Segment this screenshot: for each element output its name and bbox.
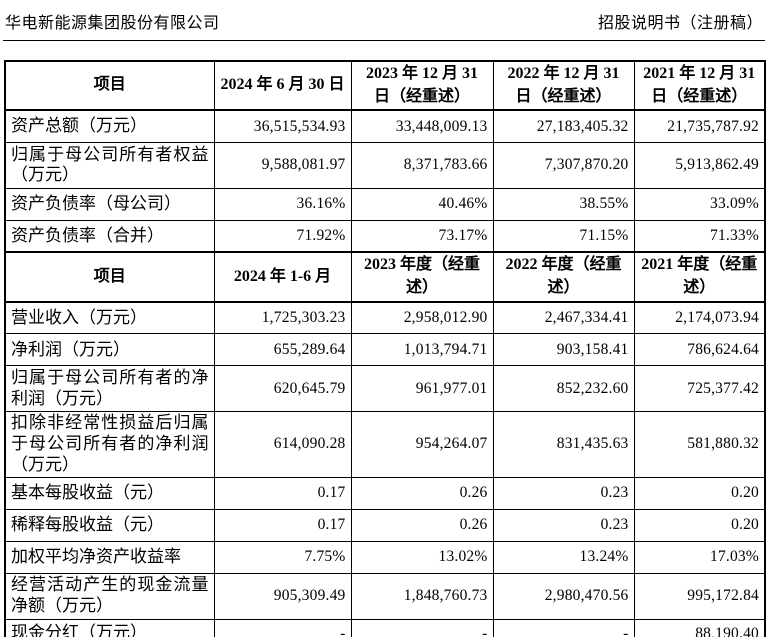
cell-value: 0.20 xyxy=(633,476,766,510)
cell-value: 36.16% xyxy=(213,187,352,221)
cell-value: 1,725,303.23 xyxy=(213,301,352,335)
cell-value: 903,158.41 xyxy=(492,333,635,367)
table-row: 资产负债率（母公司） 36.16% 40.46% 38.55% 33.09% xyxy=(4,187,766,221)
cell-value: 0.20 xyxy=(633,508,766,542)
cell-value: 71.92% xyxy=(213,219,352,253)
cell-value: 13.24% xyxy=(492,540,635,574)
cell-value: 1,013,794.71 xyxy=(350,333,494,367)
cell-value: 40.46% xyxy=(350,187,494,221)
column-header: 项目 xyxy=(4,59,215,112)
cell-value: 995,172.84 xyxy=(633,572,766,620)
cell-value: 38.55% xyxy=(492,187,635,221)
cell-value: - xyxy=(213,618,352,637)
cell-value: 17.03% xyxy=(633,540,766,574)
cell-value: 905,309.49 xyxy=(213,572,352,620)
cell-value: 9,588,081.97 xyxy=(213,141,352,189)
income-statement-header-row: 项目 2024 年 1-6 月 2023 年度（经重述） 2022 年度（经重述… xyxy=(4,251,766,303)
cell-value: 2,467,334.41 xyxy=(492,301,635,335)
table-row: 现金分红（万元） - - - 88,190.40 xyxy=(4,618,766,637)
column-header: 2023 年 12 月 31 日（经重述） xyxy=(350,59,494,112)
column-header: 2021 年度（经重述） xyxy=(633,251,766,303)
row-label: 归属于母公司所有者的净利润（万元） xyxy=(4,365,215,413)
cell-value: 2,958,012.90 xyxy=(350,301,494,335)
cell-value: 0.17 xyxy=(213,508,352,542)
row-label: 基本每股收益（元） xyxy=(4,476,215,510)
table-row: 基本每股收益（元） 0.17 0.26 0.23 0.20 xyxy=(4,476,766,510)
cell-value: 36,515,534.93 xyxy=(213,109,352,143)
row-label: 资产负债率（母公司） xyxy=(4,187,215,221)
table-row: 资产总额（万元） 36,515,534.93 33,448,009.13 27,… xyxy=(4,109,766,143)
cell-value: 852,232.60 xyxy=(492,365,635,413)
row-label: 营业收入（万元） xyxy=(4,301,215,335)
company-name: 华电新能源集团股份有限公司 xyxy=(5,15,220,32)
cell-value: - xyxy=(492,618,635,637)
cell-value: 961,977.01 xyxy=(350,365,494,413)
table-row: 稀释每股收益（元） 0.17 0.26 0.23 0.20 xyxy=(4,508,766,542)
table-row: 归属于母公司所有者的净利润（万元） 620,645.79 961,977.01 … xyxy=(4,365,766,413)
cell-value: 8,371,783.66 xyxy=(350,141,494,189)
column-header: 2023 年度（经重述） xyxy=(350,251,494,303)
cell-value: 0.26 xyxy=(350,508,494,542)
cell-value: 13.02% xyxy=(350,540,494,574)
column-header: 2021 年 12 月 31 日（经重述） xyxy=(633,59,766,112)
cell-value: 21,735,787.92 xyxy=(633,109,766,143)
cell-value: 954,264.07 xyxy=(350,411,494,478)
cell-value: 33,448,009.13 xyxy=(350,109,494,143)
cell-value: 725,377.42 xyxy=(633,365,766,413)
cell-value: 0.23 xyxy=(492,508,635,542)
column-header: 项目 xyxy=(4,251,215,303)
cell-value: 33.09% xyxy=(633,187,766,221)
table-row: 扣除非经常性损益后归属于母公司所有者的净利润（万元） 614,090.28 95… xyxy=(4,411,766,478)
column-header: 2024 年 1-6 月 xyxy=(213,251,352,303)
cell-value: 0.26 xyxy=(350,476,494,510)
cell-value: 2,174,073.94 xyxy=(633,301,766,335)
row-label: 稀释每股收益（元） xyxy=(4,508,215,542)
financial-summary-table: 项目 2024 年 6 月 30 日 2023 年 12 月 31 日（经重述）… xyxy=(4,59,766,637)
row-label: 加权平均净资产收益率 xyxy=(4,540,215,574)
document-title: 招股说明书（注册稿） xyxy=(597,15,763,32)
cell-value: 5,913,862.49 xyxy=(633,141,766,189)
column-header: 2022 年 12 月 31 日（经重述） xyxy=(492,59,635,112)
cell-value: 7,307,870.20 xyxy=(492,141,635,189)
cell-value: 0.23 xyxy=(492,476,635,510)
balance-sheet-header-row: 项目 2024 年 6 月 30 日 2023 年 12 月 31 日（经重述）… xyxy=(4,59,766,112)
table-row: 净利润（万元） 655,289.64 1,013,794.71 903,158.… xyxy=(4,333,766,367)
table-row: 经营活动产生的现金流量净额（万元） 905,309.49 1,848,760.7… xyxy=(4,572,766,620)
table-row: 营业收入（万元） 1,725,303.23 2,958,012.90 2,467… xyxy=(4,301,766,335)
cell-value: 88,190.40 xyxy=(633,618,766,637)
row-label: 资产总额（万元） xyxy=(4,109,215,143)
page-header: 华电新能源集团股份有限公司 招股说明书（注册稿） xyxy=(3,9,765,41)
column-header: 2022 年度（经重述） xyxy=(492,251,635,303)
row-label: 扣除非经常性损益后归属于母公司所有者的净利润（万元） xyxy=(4,411,215,478)
row-label: 净利润（万元） xyxy=(4,333,215,367)
cell-value: 27,183,405.32 xyxy=(492,109,635,143)
cell-value: 786,624.64 xyxy=(633,333,766,367)
cell-value: 831,435.63 xyxy=(492,411,635,478)
cell-value: - xyxy=(350,618,494,637)
table-row: 加权平均净资产收益率 7.75% 13.02% 13.24% 17.03% xyxy=(4,540,766,574)
row-label: 经营活动产生的现金流量净额（万元） xyxy=(4,572,215,620)
cell-value: 655,289.64 xyxy=(213,333,352,367)
cell-value: 7.75% xyxy=(213,540,352,574)
cell-value: 71.33% xyxy=(633,219,766,253)
cell-value: 71.15% xyxy=(492,219,635,253)
cell-value: 1,848,760.73 xyxy=(350,572,494,620)
cell-value: 2,980,470.56 xyxy=(492,572,635,620)
table-row: 归属于母公司所有者权益（万元） 9,588,081.97 8,371,783.6… xyxy=(4,141,766,189)
row-label: 资产负债率（合并） xyxy=(4,219,215,253)
cell-value: 0.17 xyxy=(213,476,352,510)
cell-value: 620,645.79 xyxy=(213,365,352,413)
cell-value: 581,880.32 xyxy=(633,411,766,478)
table-row: 资产负债率（合并） 71.92% 73.17% 71.15% 71.33% xyxy=(4,219,766,253)
row-label: 现金分红（万元） xyxy=(4,618,215,637)
column-header: 2024 年 6 月 30 日 xyxy=(213,59,352,112)
cell-value: 73.17% xyxy=(350,219,494,253)
row-label: 归属于母公司所有者权益（万元） xyxy=(4,141,215,189)
cell-value: 614,090.28 xyxy=(213,411,352,478)
